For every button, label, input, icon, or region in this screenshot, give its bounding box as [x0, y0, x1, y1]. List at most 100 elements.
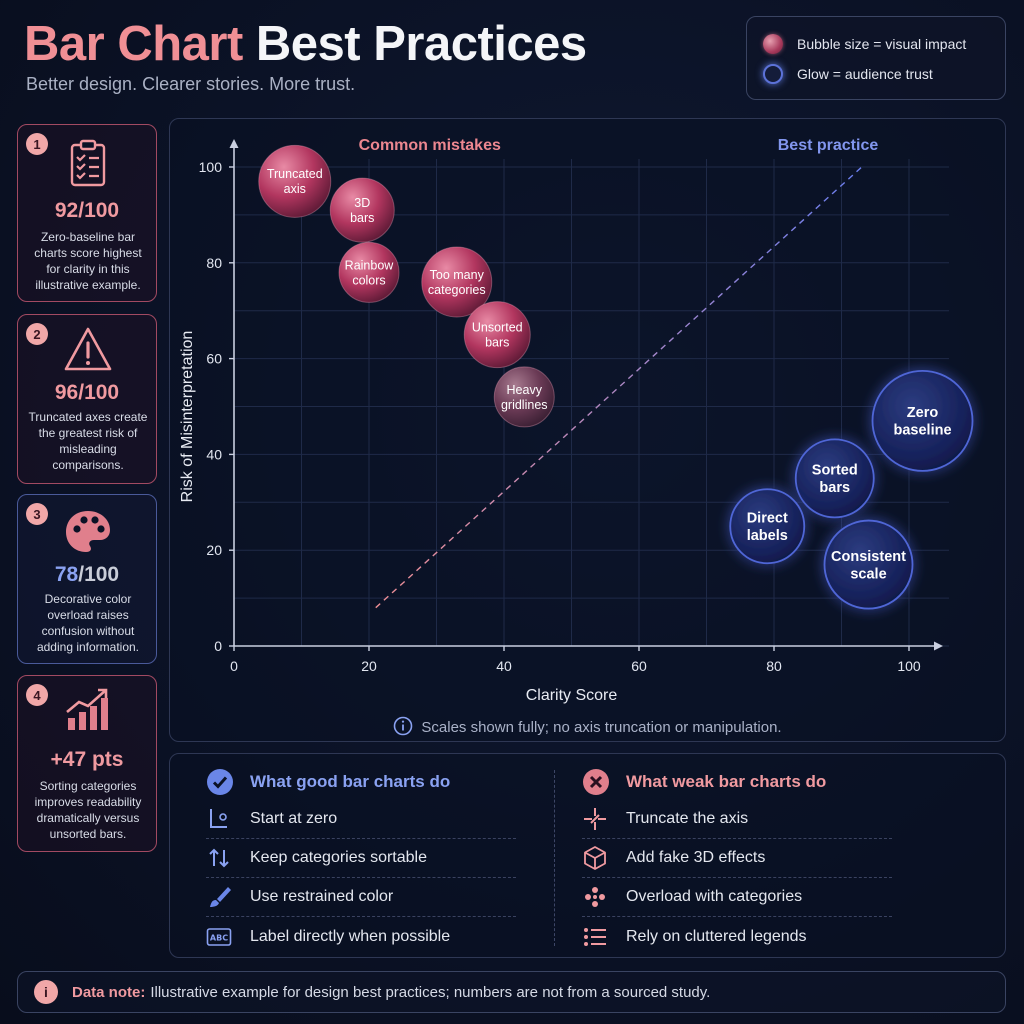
comparison-panel: What good bar charts do Start at zero Ke… [169, 753, 1006, 958]
info-icon [394, 716, 413, 736]
abc-label-icon: ABC [206, 927, 232, 946]
bubble-point [338, 241, 400, 303]
pink-bubble-icon [763, 34, 783, 54]
list-item: Start at zero [206, 800, 516, 839]
list-item-label: Keep categories sortable [250, 849, 427, 866]
card-stat-value: 78 [54, 563, 79, 586]
list-item: Keep categories sortable [206, 839, 516, 878]
trend-bars-icon [66, 688, 108, 730]
x-tick-label: 80 [766, 658, 782, 674]
page-title-part1: Bar Chart [24, 17, 243, 71]
legend: Bubble size = visual impact Glow = audie… [746, 16, 1006, 100]
stat-card-3: 3 78/100 Decorative color overload raise… [17, 494, 157, 664]
x-axis-label: Clarity Score [526, 687, 618, 704]
card-stat: 92/100 [18, 199, 156, 223]
bubble-point [871, 369, 974, 472]
dots-cluster-icon [585, 887, 605, 907]
card-stat-unit: /100 [78, 563, 120, 586]
clipboard-checklist-icon [70, 139, 106, 187]
broken-axis-icon [584, 808, 606, 830]
page-title-part2: Best Practices [255, 17, 587, 71]
bubble-label: Truncated axis [267, 167, 323, 196]
y-axis-arrow [229, 139, 239, 148]
bubble-label: Too many categories [428, 268, 486, 297]
heading-text: What good bar charts do [250, 772, 451, 791]
weak-practices-heading: What weak bar charts do [582, 768, 826, 796]
bubble-point [493, 366, 555, 428]
info-icon: i [34, 980, 58, 1004]
list-item-label: Truncate the axis [626, 810, 749, 827]
x-tick-label: 40 [496, 658, 512, 674]
list-item-label: Add fake 3D effects [626, 849, 766, 866]
bubble-label: 3D bars [350, 196, 374, 225]
card-number: 3 [26, 503, 48, 525]
card-description: Decorative color overload raises confusi… [36, 592, 140, 654]
card-number: 2 [26, 323, 48, 345]
card-number: 1 [26, 133, 48, 155]
legend-item-glow: Glow = audience trust [763, 59, 989, 89]
heading-text: What weak bar charts do [626, 772, 827, 791]
stat-card-4: 4 +47 pts Sorting categories improves re… [17, 675, 157, 852]
data-note: i Data note: Illustrative example for de… [17, 971, 1006, 1013]
bubble-label: Heavy gridlines [501, 383, 548, 412]
glow-ring-icon [763, 64, 783, 84]
legend-label: Bubble size = visual impact [797, 36, 967, 52]
list-item: Truncate the axis [582, 800, 892, 839]
card-description: Sorting categories improves readability … [34, 779, 142, 841]
card-description: Truncated axes create the greatest risk … [28, 410, 148, 472]
y-tick-label: 0 [214, 638, 222, 654]
page-title: Bar Chart Best Practices [24, 16, 587, 72]
palette-icon [66, 511, 110, 552]
scatter-chart: 0 20 40 60 80 100 0 20 40 60 80 100 Clarity Score Ris… [179, 137, 974, 704]
y-tick-label: 60 [206, 351, 222, 367]
list-item-label: Label directly when possible [250, 927, 451, 945]
region-label-mistakes: Common mistakes [359, 137, 501, 154]
list-item: Rely on cluttered legends [582, 917, 892, 956]
y-axis-label: Risk of Misinterpretation [179, 331, 196, 503]
card-stat-unit: /100 [78, 199, 120, 222]
chart-note-text: Scales shown fully; no axis truncation o… [421, 719, 782, 736]
list-item-label: Use restrained color [250, 888, 394, 905]
bubble-label: Direct labels [747, 511, 788, 544]
check-circle-icon [207, 769, 233, 795]
card-stat-value: +47 pts [50, 748, 124, 771]
bubble-label: Unsorted bars [472, 321, 523, 350]
cube-icon [584, 846, 606, 870]
card-description: Zero-baseline bar charts score highest f… [34, 230, 142, 292]
card-stat-unit: /100 [78, 381, 120, 404]
y-tick-label: 20 [206, 542, 222, 558]
card-stat-value: 92 [54, 199, 79, 222]
bubble-label: Sorted bars [812, 463, 858, 496]
stat-card-1: 1 92/100 Zero-baseline bar charts score … [17, 124, 157, 302]
bubble-label: Rainbow colors [345, 258, 395, 287]
column-divider [554, 770, 555, 946]
list-icon [584, 927, 606, 946]
legend-label: Glow = audience trust [797, 66, 933, 82]
x-circle-icon [583, 769, 609, 795]
chart-note: Scales shown fully; no axis truncation o… [170, 716, 1005, 736]
x-axis-arrow [934, 641, 943, 651]
y-tick-label: 100 [199, 159, 223, 175]
list-item-label: Overload with categories [626, 888, 803, 905]
x-tick-label: 0 [230, 658, 238, 674]
list-item-label: Rely on cluttered legends [626, 927, 807, 945]
page-subtitle: Better design. Clearer stories. More tru… [26, 74, 356, 94]
y-tick-label: 40 [206, 446, 222, 462]
brush-icon [210, 887, 231, 907]
bubble-point [463, 301, 531, 369]
list-item: Use restrained color [206, 878, 516, 917]
bubble-point [258, 144, 332, 218]
y-tick-label: 80 [206, 255, 222, 271]
card-stat: 96/100 [18, 381, 156, 405]
zero-baseline-icon [210, 809, 227, 828]
stat-card-2: 2 96/100 Truncated axes create the great… [17, 314, 157, 484]
list-item: Add fake 3D effects [582, 839, 892, 878]
bubble-point [329, 177, 395, 243]
card-stat-value: 96 [54, 381, 79, 404]
bubble-label: Consistent scale [831, 549, 906, 582]
x-tick-label: 100 [897, 658, 921, 674]
svg-text:ABC: ABC [210, 933, 228, 942]
legend-item-bubble: Bubble size = visual impact [763, 29, 989, 59]
x-tick-label: 20 [361, 658, 377, 674]
warning-triangle-icon [64, 327, 112, 371]
